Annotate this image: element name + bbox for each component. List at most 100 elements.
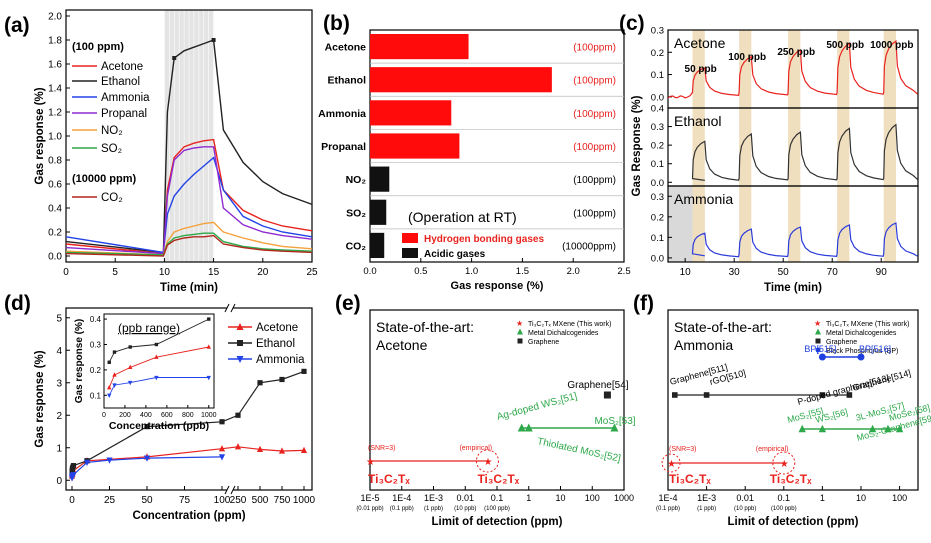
bp-label-f: BP[516]: [859, 344, 891, 354]
inset-x-tick-label-d: 1000: [201, 412, 217, 419]
series-line-a-co₂: [65, 234, 313, 257]
data-point-d-ammonia: [70, 472, 77, 479]
inset-point-d-ethanol: [107, 360, 111, 364]
legend-label-e: Ti₃C₂Tₓ MXene (This work): [528, 321, 611, 328]
axis-break-d: [227, 304, 233, 312]
legend-marker-f: [815, 347, 821, 353]
inset-x-label-d: Concentration (ppb): [109, 420, 209, 432]
pulse-label-c: 50 ppb: [685, 64, 717, 75]
y-tick-label-d: 0: [56, 476, 62, 487]
inset-y-tick-label-d: 0.4: [90, 315, 102, 324]
dichalcogenide-point-e: [524, 423, 533, 432]
x-tick-label-b: 0.5: [414, 266, 427, 277]
data-point-d-ethanol: [301, 368, 307, 374]
y-axis-label-a: Gas response (%): [34, 87, 46, 184]
data-point-d-ammonia: [218, 454, 226, 461]
legend-label-f: Ti₃C₂Tₓ MXene (This work): [826, 321, 909, 328]
mxene-name-e: Ti₃C₂Tₓ: [368, 472, 410, 486]
graphene-label-f: Graphene[514]: [851, 368, 912, 393]
panel-f-label: (f): [633, 292, 654, 315]
dichalcogenide-point-f: [818, 424, 827, 433]
pulse-window-c-4: [883, 30, 896, 262]
x-tick-label-f: 0.01: [736, 493, 754, 503]
panel-a-label: (a): [4, 14, 30, 37]
x-subtick-label-e: (0.1 ppb): [390, 506, 414, 512]
x-tick-label-e: 0.01: [456, 493, 474, 503]
series-name-c: Ammonia: [674, 191, 733, 207]
concentration-label-b: (100ppm): [573, 76, 616, 87]
title-f: State-of-the-art:: [674, 319, 772, 335]
series-line-a-ethanol: [65, 39, 313, 254]
legend-label-d: Ammonia: [256, 354, 305, 366]
series-line-c-ethanol: [691, 123, 918, 181]
legend-label-f: Metal Dichalcogenides: [826, 330, 897, 337]
panel-e-label: (e): [335, 292, 361, 315]
x-tick-label-d: 1000: [293, 495, 316, 506]
subplot-frame-c-2: [667, 185, 919, 263]
x-tick-label-d: 75: [179, 495, 191, 506]
inset-point-d-acetone: [154, 354, 159, 359]
bar-b-0: [370, 33, 469, 60]
mxene-marker-f: ★: [780, 459, 789, 470]
x-tick-label-e: 1E-5: [360, 493, 379, 503]
x-tick-label-f: 10: [856, 493, 866, 503]
legend-label-f: Graphene: [826, 339, 857, 346]
annotation-b: (Operation at RT): [408, 209, 517, 225]
title-e: State-of-the-art:: [376, 319, 474, 335]
mxene-marker-e: ★: [483, 457, 492, 468]
axis-break-d: [227, 486, 233, 494]
inset-point-d-acetone: [107, 384, 112, 390]
inset-point-d-ammonia: [127, 380, 133, 386]
series-name-c: Ethanol: [674, 113, 721, 129]
mxene-circle-e: [475, 449, 499, 473]
x-axis-label-a: Time (min): [160, 282, 218, 294]
y-tick-label-c: 0.4: [651, 104, 664, 115]
y-tick-label-a: 1.6: [48, 60, 62, 71]
y-tick-label-a: 0.4: [48, 204, 62, 215]
legend-marker-e: [517, 328, 523, 335]
data-point-d-acetone: [278, 447, 286, 454]
inset-point-d-acetone: [112, 372, 117, 377]
data-point-d-ammonia: [106, 457, 113, 464]
series-line-c-acetone: [667, 39, 918, 99]
x-tick-label-d: 0: [69, 495, 75, 506]
legend-marker-e: ★: [516, 319, 523, 328]
y-tick-label-c: 0.3: [651, 122, 664, 133]
x-tick-label-d: 250: [230, 495, 247, 506]
inset-title-d: (ppb range): [118, 321, 180, 335]
y-tick-label-a: 0.0: [48, 252, 62, 263]
y-axis-label-c: Gas Response (%): [631, 95, 643, 196]
x-tick-label-d: 750: [274, 495, 291, 506]
pulse-window-c-1: [739, 30, 752, 262]
inset-y-tick-label-d: 0.2: [90, 366, 102, 375]
graphene-point-f: [846, 392, 853, 398]
inset-x-tick-label-d: 400: [140, 412, 152, 419]
dichalcogenide-point-f: [868, 424, 877, 433]
series-line-a-no₂: [65, 221, 313, 256]
y-tick-label-a: 1.4: [48, 84, 62, 95]
inset-y-tick-label-d: 0.3: [90, 340, 102, 349]
y-tick-label-c: 0.2: [651, 141, 664, 152]
y-axis-label-d: Gas response (%): [34, 350, 46, 447]
dichalcogenide-label-e: Thiolated MoS₂[52]: [536, 436, 622, 464]
series-name-c: Acetone: [674, 35, 726, 51]
legend-heading-a: (10000 ppm): [72, 173, 137, 185]
x-tick-label-f: 1E-4: [658, 493, 677, 503]
y-tick-label-c: 0.3: [651, 26, 664, 37]
bar-b-5: [370, 199, 387, 225]
inset-x-tick-label-d: 600: [161, 412, 173, 419]
legend-label-f: Black Phosphorus (BP): [826, 348, 898, 355]
concentration-label-b: (100ppm): [573, 142, 616, 153]
title-f: Ammonia: [674, 337, 733, 353]
series-line-a-so₂: [65, 232, 313, 256]
inset-x-tick-label-d: 200: [119, 412, 131, 419]
panel-c-label: (c): [619, 12, 645, 35]
axis-break-d: [224, 485, 230, 495]
x-subtick-label-f: (10 ppb): [734, 506, 756, 512]
legend-label-e: Metal Dichalcogenides: [528, 330, 599, 337]
legend-label-a: Propanal: [101, 108, 147, 120]
x-tick-label-e: 10: [555, 493, 565, 503]
y-tick-label-c: 0.1: [651, 70, 664, 81]
pulse-label-c: 1000 ppb: [870, 40, 913, 51]
bar-b-6: [370, 232, 385, 259]
